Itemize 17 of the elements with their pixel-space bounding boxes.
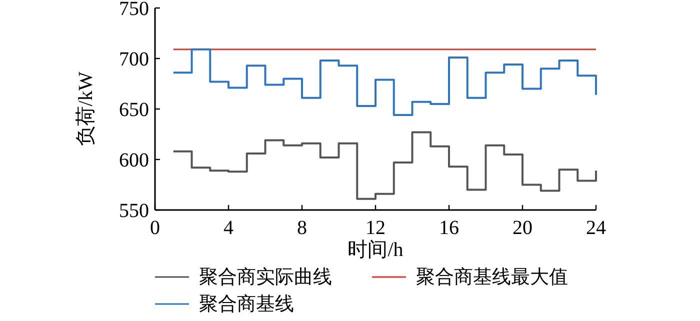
y-tick-label: 650: [119, 99, 149, 121]
legend-label: 聚合商基线: [199, 293, 294, 315]
x-tick-label: 20: [512, 217, 532, 239]
y-tick-label: 700: [119, 48, 149, 70]
x-tick-label: 24: [586, 217, 606, 239]
y-tick-label: 600: [119, 150, 149, 172]
x-axis-title: 时间/h: [348, 239, 404, 261]
legend-label: 聚合商基线最大值: [416, 266, 568, 288]
y-tick-label: 750: [119, 0, 149, 20]
y-axis-title: 负荷/kW: [75, 72, 97, 146]
x-tick-label: 0: [150, 217, 160, 239]
legend-label: 聚合商实际曲线: [199, 266, 332, 288]
x-tick-label: 16: [439, 217, 459, 239]
y-tick-label: 550: [119, 200, 149, 222]
x-tick-label: 8: [297, 217, 307, 239]
x-tick-label: 4: [224, 217, 234, 239]
x-tick-label: 12: [366, 217, 386, 239]
